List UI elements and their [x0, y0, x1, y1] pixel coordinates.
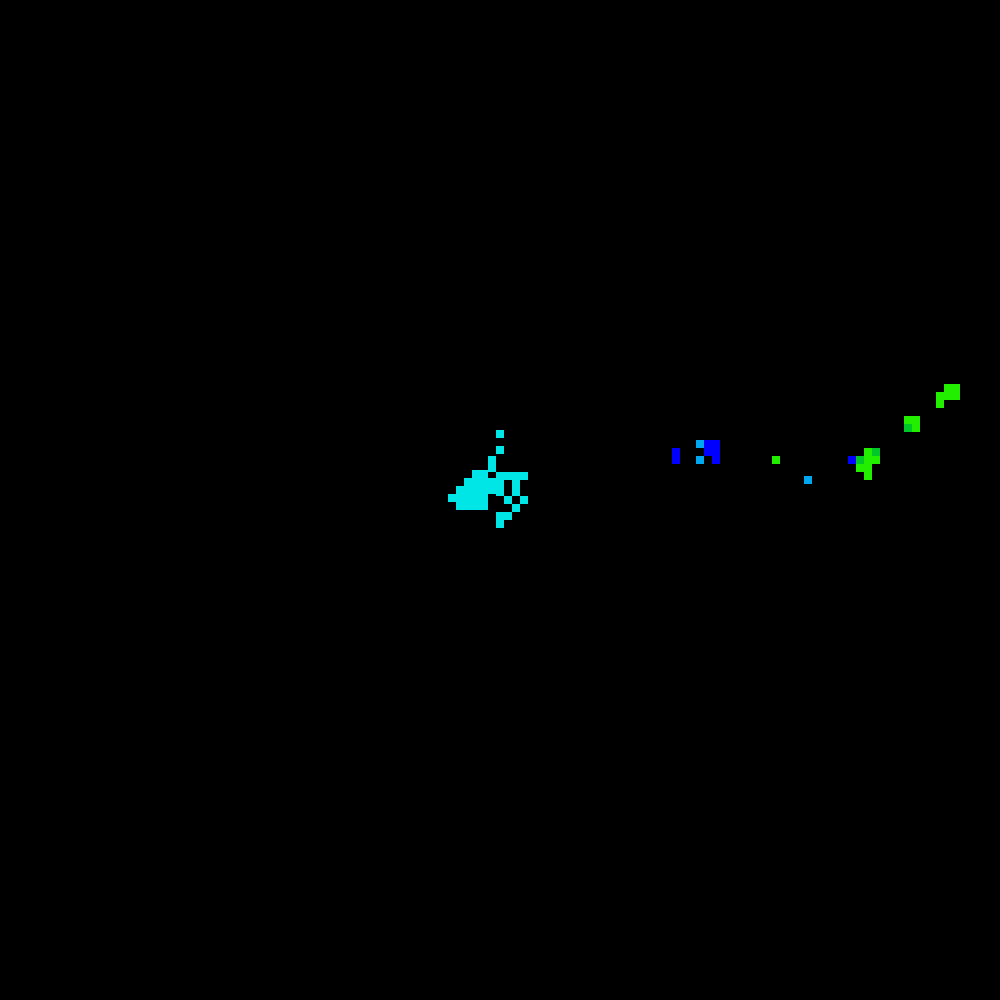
data-point-cyan-cluster	[488, 456, 496, 464]
data-point-cyan-cluster	[480, 478, 488, 486]
data-point-cyan-cluster	[496, 480, 504, 488]
data-point-cyan-cluster	[480, 486, 488, 494]
data-point-cyan-cluster	[512, 480, 520, 488]
data-point-cyan-cluster	[488, 478, 496, 486]
data-point-mid-green-cluster	[856, 456, 864, 464]
data-point-cyan-cluster	[504, 512, 512, 520]
data-point-cyan-cluster	[448, 494, 456, 502]
data-point-blue-cluster	[704, 440, 712, 448]
data-point-blue-cluster	[712, 456, 720, 464]
data-point-green-cluster	[864, 448, 872, 456]
data-point-blue-cluster	[672, 456, 680, 464]
data-point-cyan-cluster	[496, 520, 504, 528]
data-point-cyan-cluster	[472, 486, 480, 494]
data-point-cyan-cluster	[464, 486, 472, 494]
data-point-green-cluster	[772, 456, 780, 464]
data-point-blue-cluster	[704, 448, 712, 456]
data-point-cyan-cluster	[512, 488, 520, 496]
data-point-cyan-cluster	[480, 470, 488, 478]
data-point-cyan-cluster	[520, 496, 528, 504]
data-point-cyan-cluster	[512, 504, 520, 512]
data-point-cyan-cluster	[496, 488, 504, 496]
data-point-blue-cluster	[672, 448, 680, 456]
data-point-cyan-cluster	[464, 478, 472, 486]
data-point-green-cluster	[872, 456, 880, 464]
data-point-green-cluster	[936, 400, 944, 408]
data-point-green-cluster	[864, 472, 872, 480]
data-point-green-cluster	[912, 424, 920, 432]
data-point-cyan-cluster	[488, 486, 496, 494]
data-point-cyan-cluster	[496, 430, 504, 438]
data-point-green-cluster	[864, 464, 872, 472]
data-point-cyan-cluster	[456, 486, 464, 494]
data-point-cyan-cluster	[504, 472, 512, 480]
data-point-mid-green-cluster	[872, 448, 880, 456]
data-point-cyan-cluster	[496, 512, 504, 520]
data-point-green-cluster	[912, 416, 920, 424]
data-point-cyan-cluster	[472, 470, 480, 478]
data-point-blue-cluster	[712, 440, 720, 448]
data-point-green-cluster	[864, 456, 872, 464]
data-point-cyan-cluster	[512, 472, 520, 480]
data-point-green-cluster	[944, 392, 952, 400]
data-point-cyan-cluster	[520, 472, 528, 480]
data-point-green-cluster	[952, 392, 960, 400]
data-point-cyan-cluster	[496, 446, 504, 454]
data-point-light-blue-cluster	[804, 476, 812, 484]
data-point-green-cluster	[904, 416, 912, 424]
data-point-cyan-cluster	[472, 478, 480, 486]
data-point-green-cluster	[944, 384, 952, 392]
data-point-cyan-cluster	[456, 494, 464, 502]
data-point-green-cluster	[936, 392, 944, 400]
data-point-cyan-cluster	[488, 464, 496, 472]
data-point-cyan-cluster	[472, 502, 480, 510]
data-point-green-cluster	[952, 384, 960, 392]
data-point-cyan-cluster	[464, 502, 472, 510]
data-point-cyan-cluster	[496, 472, 504, 480]
data-point-green-cluster	[856, 464, 864, 472]
data-point-cyan-cluster	[472, 494, 480, 502]
data-point-cyan-cluster	[464, 494, 472, 502]
data-point-cyan-cluster	[504, 496, 512, 504]
data-point-blue-cluster	[848, 456, 856, 464]
data-point-light-blue-cluster	[696, 440, 704, 448]
data-point-cyan-cluster	[456, 502, 464, 510]
data-point-mid-green-cluster	[904, 424, 912, 432]
data-point-cyan-cluster	[480, 494, 488, 502]
data-point-blue-cluster	[712, 448, 720, 456]
data-point-light-blue-cluster	[696, 456, 704, 464]
data-point-cyan-cluster	[480, 502, 488, 510]
